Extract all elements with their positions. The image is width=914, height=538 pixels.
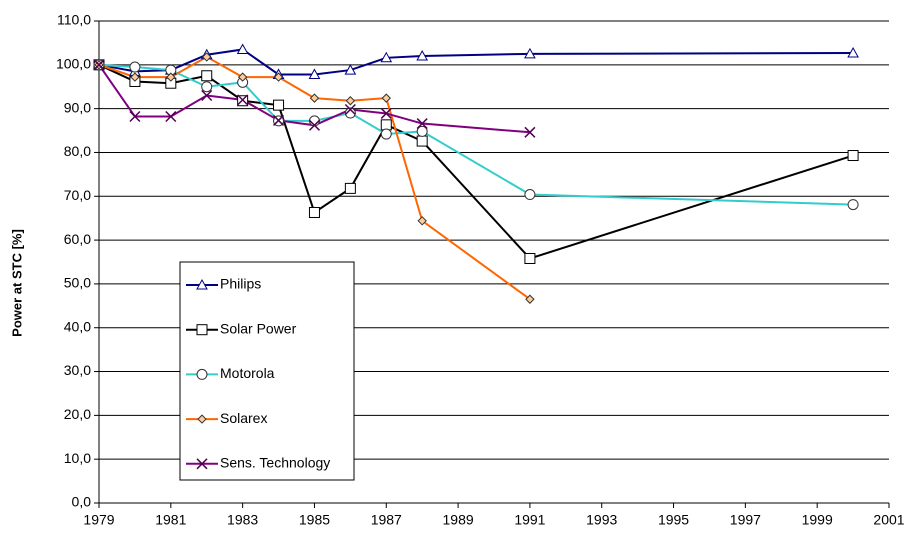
- marker: [380, 107, 392, 119]
- marker: [344, 107, 356, 119]
- marker: [524, 189, 536, 201]
- marker: [237, 94, 249, 106]
- x-tick-label: 1979: [83, 512, 114, 528]
- marker: [273, 99, 285, 111]
- marker: [524, 47, 536, 59]
- marker: [201, 81, 213, 93]
- marker: [344, 182, 356, 194]
- marker: [273, 114, 285, 126]
- marker: [847, 199, 859, 211]
- y-tick-label: 90,0: [64, 99, 91, 115]
- x-tick-label: 1997: [730, 512, 761, 528]
- marker: [202, 52, 212, 62]
- marker: [196, 368, 208, 380]
- marker: [237, 72, 248, 82]
- legend-label: Motorola: [220, 365, 275, 381]
- marker: [130, 72, 140, 82]
- marker: [524, 252, 536, 264]
- marker: [196, 458, 208, 470]
- marker: [416, 118, 428, 130]
- marker: [380, 51, 393, 63]
- marker: [416, 135, 428, 147]
- legend-label: Philips: [220, 276, 261, 292]
- marker: [129, 61, 141, 73]
- marker: [201, 70, 213, 82]
- y-tick-label: 100,0: [56, 56, 91, 72]
- marker: [165, 110, 177, 123]
- marker: [236, 43, 249, 54]
- marker: [273, 72, 284, 82]
- y-tick-label: 70,0: [64, 187, 91, 203]
- marker: [847, 150, 859, 162]
- series-line: [98, 63, 854, 206]
- marker: [166, 72, 176, 82]
- x-tick-label: 1981: [155, 512, 186, 528]
- marker: [197, 414, 207, 424]
- marker: [416, 50, 429, 61]
- marker: [417, 216, 427, 226]
- y-tick-label: 0,0: [72, 494, 92, 510]
- legend-label: Solar Power: [220, 320, 297, 336]
- marker: [525, 294, 535, 304]
- x-tick-label: 1989: [443, 512, 474, 528]
- x-tick-label: 1983: [227, 512, 258, 528]
- y-tick-label: 110,0: [57, 12, 91, 28]
- marker: [380, 128, 392, 140]
- x-tick-label: 1991: [514, 512, 545, 528]
- marker: [309, 93, 320, 103]
- marker: [201, 89, 213, 102]
- series-line: [98, 63, 854, 260]
- marker: [344, 64, 357, 75]
- y-tick-label: 60,0: [64, 231, 91, 247]
- y-tick-label: 10,0: [64, 450, 91, 466]
- x-tick-label: 1987: [371, 512, 402, 528]
- x-tick-label: 1999: [802, 512, 833, 528]
- marker: [196, 278, 208, 290]
- marker: [308, 68, 321, 79]
- y-tick-label: 20,0: [64, 406, 91, 422]
- marker: [93, 59, 105, 71]
- x-tick-label: 1995: [658, 512, 689, 528]
- marker: [345, 96, 356, 106]
- legend: Philips Solar Power Motorola Solarex Sens. T…: [179, 261, 355, 481]
- marker: [196, 324, 208, 336]
- marker: [344, 103, 356, 116]
- y-axis-label: Power at STC [%]: [9, 229, 24, 337]
- marker: [380, 119, 392, 131]
- y-tick-label: 30,0: [64, 362, 91, 378]
- marker: [308, 206, 320, 218]
- marker: [129, 110, 141, 123]
- legend-box: [179, 261, 355, 481]
- x-tick-label: 2001: [873, 512, 904, 528]
- y-tick-label: 50,0: [64, 275, 91, 291]
- legend-label: Sens. Technology: [220, 455, 330, 471]
- y-tick-label: 40,0: [64, 318, 91, 334]
- x-tick-label: 1985: [299, 512, 330, 528]
- marker: [308, 119, 320, 131]
- x-tick-label: 1993: [586, 512, 617, 528]
- marker: [416, 125, 428, 137]
- marker: [381, 93, 391, 103]
- legend-label: Solarex: [220, 410, 267, 426]
- marker: [524, 126, 536, 138]
- y-tick-label: 80,0: [64, 143, 91, 159]
- marker: [847, 46, 859, 58]
